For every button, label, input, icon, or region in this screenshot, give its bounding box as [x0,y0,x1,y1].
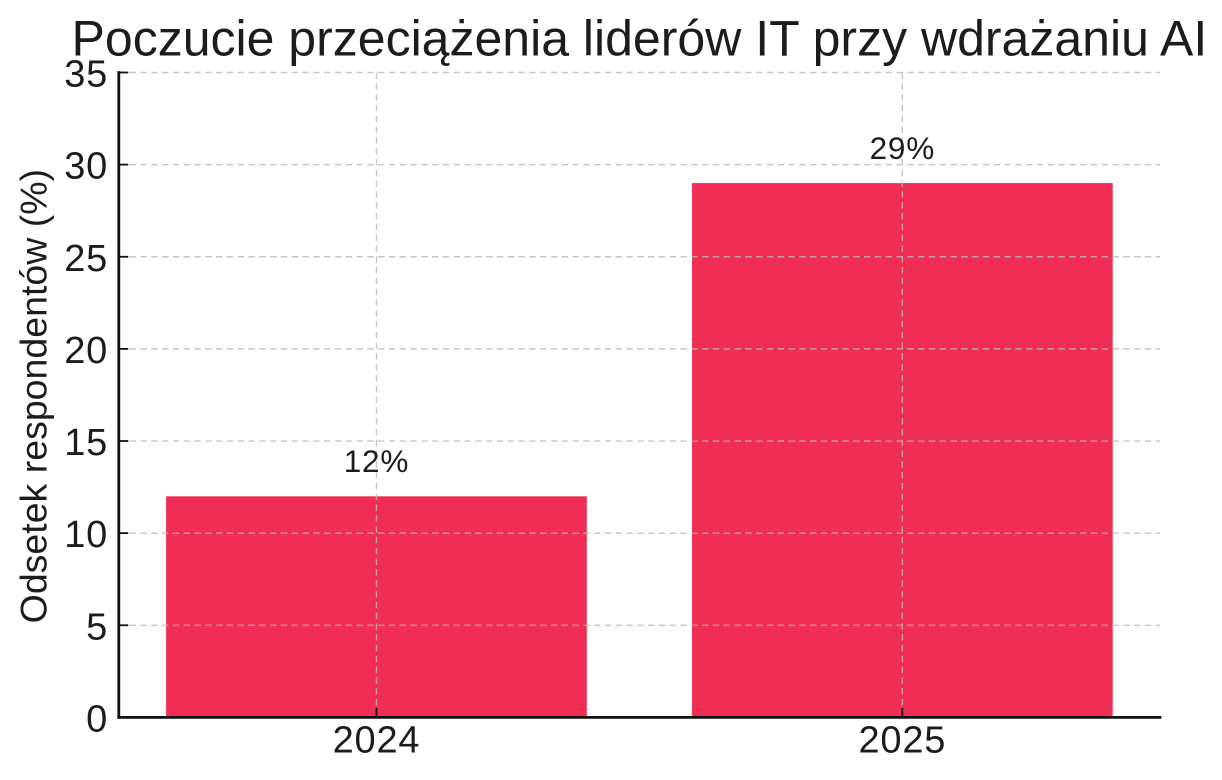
y-tick-label-35: 35 [64,54,108,96]
grid-layer [118,71,1160,718]
x-tick-label-2024: 2024 [333,720,421,762]
y-tick-label-30: 30 [64,146,108,188]
chart-title: Poczucie przeciążenia liderów IT przy wd… [72,11,1208,67]
annotation-layer: 12% 29% [344,130,935,479]
y-tick-label-5: 5 [86,606,108,648]
y-tick-label-0: 0 [86,698,108,740]
bar-value-label-2024: 12% [344,443,409,479]
y-tick-label-15: 15 [64,422,108,464]
bars-layer [166,183,1113,718]
y-axis-label: Odsetek respondentów (%) [13,169,55,623]
y-tick-label-10: 10 [64,514,108,556]
y-tick-label-25: 25 [64,238,108,280]
spine-layer [117,71,1162,719]
x-tick-label-2025: 2025 [858,720,946,762]
bar-value-label-2025: 29% [870,130,935,166]
y-tick-label-20: 20 [64,330,108,372]
